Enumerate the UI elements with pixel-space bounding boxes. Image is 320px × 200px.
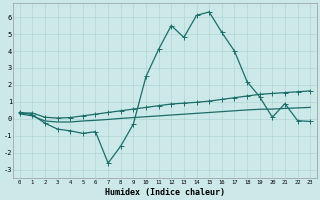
X-axis label: Humidex (Indice chaleur): Humidex (Indice chaleur) xyxy=(105,188,225,197)
